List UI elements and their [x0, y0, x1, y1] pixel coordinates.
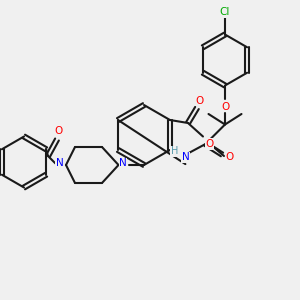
Text: O: O [225, 152, 234, 163]
Text: O: O [54, 126, 63, 136]
Text: O: O [196, 95, 204, 106]
Text: N: N [119, 158, 127, 169]
Text: N: N [182, 152, 189, 163]
Text: H: H [171, 146, 178, 157]
Text: O: O [221, 101, 229, 112]
Text: Cl: Cl [220, 7, 230, 17]
Text: O: O [206, 139, 214, 149]
Text: N: N [56, 158, 63, 169]
